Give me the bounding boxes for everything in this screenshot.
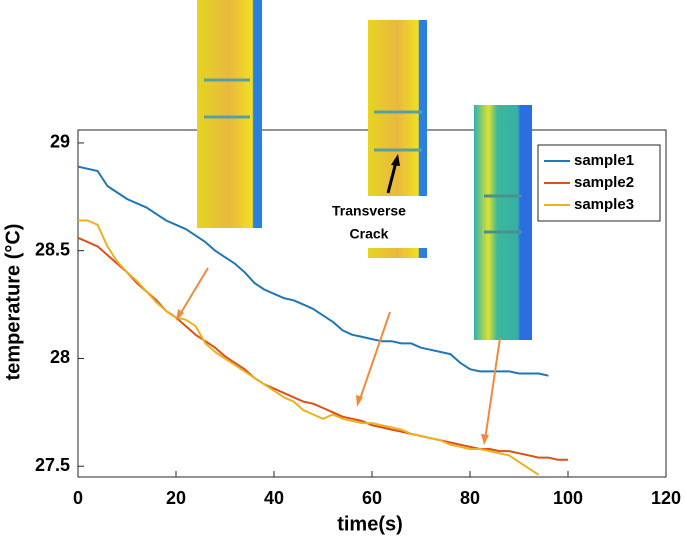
thermal-inset	[197, 0, 262, 228]
legend-label: sample1	[574, 152, 634, 169]
crack-arrow	[386, 161, 398, 194]
x-tick-label: 80	[460, 488, 480, 508]
pointer-heads	[176, 309, 489, 445]
x-tick-label: 120	[651, 488, 681, 508]
series-line	[78, 219, 540, 476]
y-tick-label: 27.5	[35, 455, 70, 475]
crack-arrowhead	[391, 154, 400, 166]
series-line	[77, 236, 568, 461]
annotation: Crack	[350, 226, 389, 242]
y-tick-label: 28.5	[35, 239, 70, 259]
x-tick-label: 60	[362, 488, 382, 508]
legend-label: sample2	[574, 174, 634, 191]
x-tick-label: 40	[264, 488, 284, 508]
x-axis-label: time(s)	[337, 513, 403, 535]
pointer-arrows	[178, 267, 501, 441]
y-tick-label: 29	[50, 132, 70, 152]
y-tick-label: 28	[50, 347, 70, 367]
y-axis-label: temperature (°C)	[2, 224, 24, 381]
legend-label: sample3	[574, 196, 634, 213]
thermal-inset	[368, 248, 427, 258]
thermal-inset	[474, 105, 532, 340]
annotation: Transverse	[332, 203, 406, 219]
x-tick-label: 100	[553, 488, 583, 508]
series-line	[77, 165, 549, 377]
thermal-inset	[368, 20, 427, 196]
x-tick-label: 20	[166, 488, 186, 508]
x-tick-label: 0	[73, 488, 83, 508]
